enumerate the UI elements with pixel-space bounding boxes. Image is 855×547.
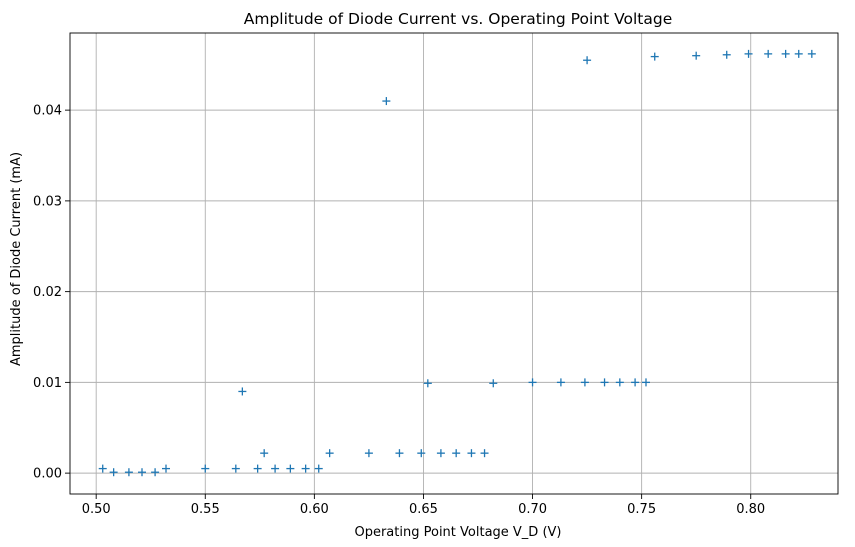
x-axis-label: Operating Point Voltage V_D (V): [354, 525, 561, 540]
data-point: [807, 49, 816, 58]
x-tick-label: 0.60: [300, 502, 329, 517]
data-point: [151, 468, 160, 477]
data-point: [489, 379, 498, 388]
data-point: [631, 378, 640, 387]
x-tick-label: 0.70: [518, 502, 547, 517]
x-tick-label: 0.55: [191, 502, 220, 517]
data-point: [467, 449, 476, 458]
y-axis-label: Amplitude of Diode Current (mA): [9, 152, 24, 366]
grid: [70, 33, 838, 494]
data-point: [260, 449, 269, 458]
data-point: [764, 49, 773, 58]
data-point: [436, 449, 445, 458]
data-point: [642, 378, 650, 387]
y-tick-label: 0.02: [33, 285, 62, 300]
data-point: [692, 51, 701, 60]
x-tick-label: 0.65: [409, 502, 438, 517]
data-point: [253, 464, 262, 473]
data-point: [615, 378, 624, 387]
data-point: [781, 49, 790, 58]
data-point: [271, 464, 280, 473]
x-tick-label: 0.50: [82, 502, 111, 517]
data-point: [314, 464, 323, 473]
y-tick-label: 0.01: [33, 376, 62, 391]
x-tick-label: 0.80: [736, 502, 765, 517]
data-point: [162, 464, 170, 473]
data-point: [382, 97, 391, 106]
data-point: [201, 464, 210, 473]
data-point: [109, 468, 118, 477]
data-point: [138, 468, 146, 477]
data-point: [600, 378, 609, 387]
data-point: [325, 449, 334, 458]
data-point: [98, 464, 107, 473]
data-point: [286, 464, 295, 473]
chart-title: Amplitude of Diode Current vs. Operating…: [244, 10, 672, 28]
data-point: [452, 449, 461, 458]
data-point: [556, 378, 565, 387]
data-point: [301, 464, 310, 473]
data-point: [583, 56, 592, 65]
data-point: [580, 378, 589, 387]
plot-frame: [69, 32, 839, 495]
axis-ticks: 0.50 0.55 0.60 0.65 0.70 0.75 0.80 0.00 0.01 0.02…: [33, 104, 765, 517]
data-point: [794, 49, 803, 58]
data-point: [364, 449, 373, 458]
data-point: [744, 49, 753, 58]
data-point: [650, 52, 659, 61]
data-points: [98, 49, 816, 477]
data-point: [528, 378, 537, 387]
y-tick-label: 0.03: [33, 194, 62, 209]
data-point: [417, 449, 426, 458]
data-point: [423, 379, 432, 388]
data-point: [480, 449, 489, 458]
data-point: [238, 387, 247, 396]
y-tick-label: 0.00: [33, 467, 62, 482]
data-point: [231, 464, 240, 473]
x-tick-label: 0.75: [627, 502, 656, 517]
data-point: [124, 468, 133, 477]
data-point: [722, 50, 731, 59]
data-point: [395, 449, 404, 458]
y-tick-label: 0.04: [33, 104, 62, 119]
